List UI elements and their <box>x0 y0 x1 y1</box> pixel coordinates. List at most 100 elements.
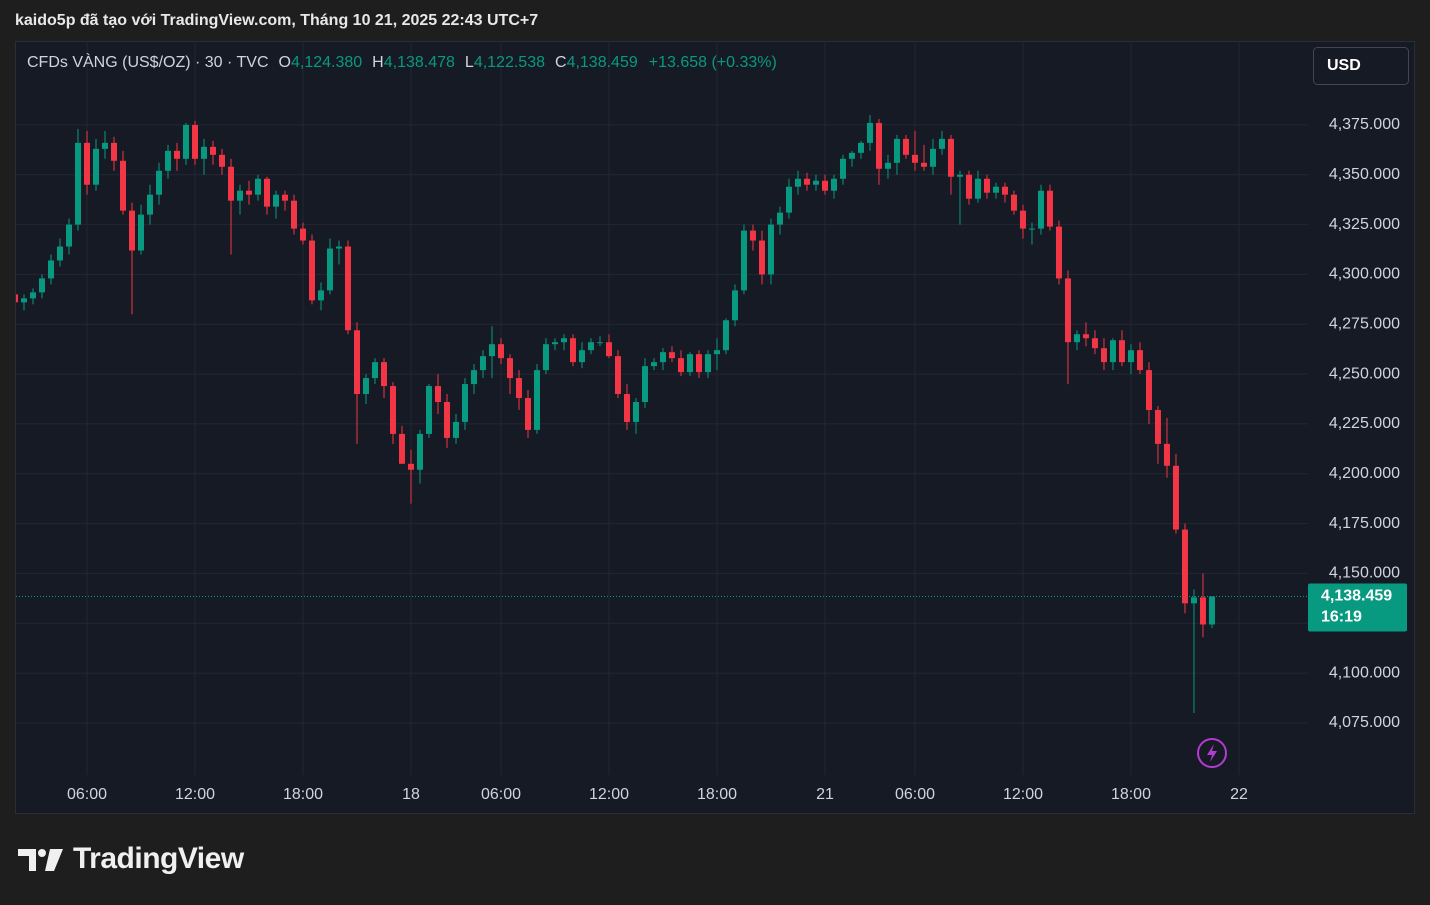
y-tick-label: 4,150.000 <box>1329 565 1400 582</box>
candle-body <box>326 248 333 291</box>
candle-body <box>443 402 450 438</box>
candle-body <box>776 212 783 225</box>
x-tick-label: 06:00 <box>895 786 935 803</box>
candle-body <box>551 342 558 345</box>
candles <box>16 114 1215 713</box>
x-tick-label: 06:00 <box>67 786 107 803</box>
candle-body <box>83 142 90 185</box>
candle-body <box>947 138 954 177</box>
candle-body <box>245 190 252 195</box>
candle-body <box>524 398 531 430</box>
candle-body <box>281 194 288 201</box>
candle-body <box>740 230 747 291</box>
chart-panel <box>15 41 1415 814</box>
x-tick-label: 18:00 <box>283 786 323 803</box>
countdown-label: 16:19 <box>1321 609 1362 626</box>
candle-body <box>623 394 630 422</box>
candle-body <box>1082 334 1089 339</box>
candle-body <box>272 194 279 207</box>
y-tick-label: 4,100.000 <box>1329 664 1400 681</box>
candle-body <box>677 358 684 373</box>
axes: 4,075.0004,100.0004,125.0004,150.0004,17… <box>16 116 1407 803</box>
ohlc-key: C <box>555 54 567 71</box>
brand-name: TradingView <box>73 842 244 875</box>
candle-body <box>1190 597 1197 604</box>
candle-body <box>542 344 549 371</box>
candle-body <box>47 260 54 279</box>
candle-body <box>29 292 36 299</box>
currency-button[interactable] <box>1313 47 1409 85</box>
candle-body <box>569 338 576 363</box>
y-tick-label: 4,075.000 <box>1329 714 1400 731</box>
alert-icon[interactable] <box>1197 738 1227 768</box>
logo-part <box>18 849 36 871</box>
attribution: kaido5p đã tạo với TradingView.com, Thán… <box>15 12 539 29</box>
candle-body <box>173 150 180 159</box>
x-tick-label: 22 <box>1230 786 1248 803</box>
candle-body <box>371 362 378 379</box>
candle-body <box>200 146 207 159</box>
candle-body <box>488 344 495 357</box>
candle-body <box>992 186 999 193</box>
candle-body <box>398 433 405 464</box>
candle-body <box>884 162 891 169</box>
candle-body <box>695 354 702 373</box>
candle-body <box>227 166 234 201</box>
candle-body <box>533 370 540 430</box>
candle-body <box>164 150 171 171</box>
ohlc-value: 4,124.380 <box>290 54 363 71</box>
x-tick-label: 12:00 <box>175 786 215 803</box>
candle-body <box>1172 465 1179 530</box>
candle-body <box>920 162 927 167</box>
candle-body <box>479 356 486 371</box>
candle-body <box>290 200 297 229</box>
candle-body <box>74 142 81 225</box>
candle-body <box>344 246 351 331</box>
candle-body <box>893 138 900 163</box>
candle-body <box>65 224 72 247</box>
ohlc-key: L <box>464 54 474 71</box>
candle-body <box>353 330 360 395</box>
candle-body <box>1100 348 1107 363</box>
candle-body <box>965 174 972 199</box>
candle-body <box>1127 350 1134 363</box>
candle-body <box>128 210 135 251</box>
candle-body <box>155 170 162 195</box>
candle-body <box>515 378 522 399</box>
candle-body <box>731 290 738 321</box>
candle-body <box>56 246 63 261</box>
candle-body <box>902 138 909 155</box>
candle-body <box>254 178 261 195</box>
symbol: CFDs VÀNG (US$/OZ) · 30 · TVC <box>27 54 269 71</box>
candle-body <box>470 370 477 385</box>
candle-body <box>416 433 423 470</box>
candle-body <box>20 298 27 303</box>
candle-body <box>1055 226 1062 279</box>
candle-body <box>1154 409 1161 444</box>
x-tick-label: 18:00 <box>697 786 737 803</box>
alert-circle <box>1197 738 1227 768</box>
candle-body <box>16 294 18 303</box>
candle-body <box>92 148 99 185</box>
candle-body <box>668 352 675 359</box>
candle-body <box>434 386 441 403</box>
candle-body <box>911 154 918 163</box>
last-price-label: 4,138.459 <box>1321 588 1392 605</box>
candle-body <box>236 190 243 201</box>
y-tick-label: 4,275.000 <box>1329 315 1400 332</box>
candle-body <box>1073 334 1080 343</box>
x-tick-label: 12:00 <box>1003 786 1043 803</box>
candle-body <box>461 384 468 422</box>
candle-body <box>146 194 153 215</box>
y-tick-label: 4,175.000 <box>1329 515 1400 532</box>
x-tick-label: 21 <box>816 786 834 803</box>
candle-body <box>380 362 387 387</box>
candle-body <box>641 366 648 403</box>
last-price-box <box>1308 583 1407 632</box>
candle-body <box>821 180 828 191</box>
candle-body <box>1037 190 1044 229</box>
candle-body <box>182 124 189 159</box>
candle-body <box>830 178 837 191</box>
candle-body <box>1118 340 1125 363</box>
candle-body <box>1208 596 1215 625</box>
